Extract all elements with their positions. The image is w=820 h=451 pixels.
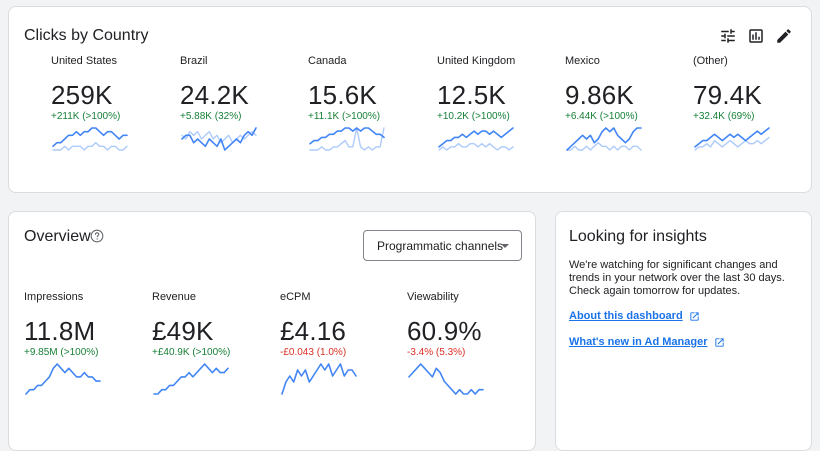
sparkline-current-period xyxy=(25,363,101,395)
whats-new-link[interactable]: What's new in Ad Manager xyxy=(569,336,725,348)
whats-new-link-label: What's new in Ad Manager xyxy=(569,336,708,348)
metric-sparkline xyxy=(153,363,229,395)
metric-value: 60.9% xyxy=(407,316,482,346)
bar-chart-icon[interactable] xyxy=(747,27,765,45)
metric-delta: -£0.043 (1.0%) xyxy=(280,347,347,358)
overview-metric[interactable]: Revenue £49K +£40.9K (>100%) xyxy=(152,291,264,396)
country-label: (Other) xyxy=(693,55,728,67)
country-delta: +6.44K (>100%) xyxy=(565,111,638,122)
sparkline-previous-period xyxy=(694,136,770,151)
insights-card: Looking for insights We're watching for … xyxy=(555,211,812,451)
metric-delta: -3.4% (5.3%) xyxy=(407,347,466,358)
sparkline-current-period xyxy=(566,127,642,151)
country-label: Mexico xyxy=(565,55,600,67)
country-metric[interactable]: Canada 15.6K +11.1K (>100%) xyxy=(308,55,420,152)
channel-dropdown-label: Programmatic channels xyxy=(377,238,504,253)
metric-value: £49K xyxy=(152,316,214,346)
sparkline-current-period xyxy=(309,127,385,145)
country-value: 79.4K xyxy=(693,80,762,110)
sparkline-current-period xyxy=(694,127,770,148)
country-value: 24.2K xyxy=(180,80,249,110)
sparkline-current-period xyxy=(52,127,128,148)
sparkline-current-period xyxy=(153,363,229,395)
overview-metric[interactable]: Impressions 11.8M +9.85M (>100%) xyxy=(24,291,136,396)
sparkline-previous-period xyxy=(438,143,514,151)
sparkline-current-period xyxy=(281,363,357,395)
country-label: United Kingdom xyxy=(437,55,516,67)
sparkline-current-period xyxy=(181,127,257,151)
country-delta: +10.2K (>100%) xyxy=(437,111,510,122)
overview-metric[interactable]: eCPM £4.16 -£0.043 (1.0%) xyxy=(280,291,392,396)
about-dashboard-link-label: About this dashboard xyxy=(569,310,683,322)
country-label: Canada xyxy=(308,55,347,67)
clicks-card-title: Clicks by Country xyxy=(24,27,149,44)
clicks-toolbar xyxy=(719,27,793,45)
sparkline-previous-period xyxy=(309,127,385,151)
metric-sparkline xyxy=(25,363,101,395)
country-value: 15.6K xyxy=(308,80,377,110)
metric-sparkline xyxy=(281,363,357,395)
sparkline-current-period xyxy=(438,127,514,148)
metric-label: Viewability xyxy=(407,291,459,303)
country-sparkline xyxy=(438,127,514,151)
country-sparkline xyxy=(694,127,770,151)
country-metric[interactable]: Mexico 9.86K +6.44K (>100%) xyxy=(565,55,677,152)
country-value: 259K xyxy=(51,80,113,110)
channel-dropdown[interactable]: Programmatic channels xyxy=(363,230,522,261)
metric-delta: +£40.9K (>100%) xyxy=(152,347,231,358)
country-label: Brazil xyxy=(180,55,208,67)
clicks-by-country-card: Clicks by Country United States 259K +21… xyxy=(8,6,812,193)
metric-sparkline xyxy=(408,363,484,395)
country-metric[interactable]: (Other) 79.4K +32.4K (69%) xyxy=(693,55,805,152)
country-delta: +32.4K (69%) xyxy=(693,111,755,122)
edit-icon[interactable] xyxy=(775,27,793,45)
metric-label: eCPM xyxy=(280,291,311,303)
country-metric[interactable]: Brazil 24.2K +5.88K (32%) xyxy=(180,55,292,152)
overview-card: Overview Programmatic channels Impressio… xyxy=(8,211,536,451)
tune-icon[interactable] xyxy=(719,27,737,45)
country-value: 12.5K xyxy=(437,80,506,110)
about-dashboard-link[interactable]: About this dashboard xyxy=(569,310,700,322)
overview-metric[interactable]: Viewability 60.9% -3.4% (5.3%) xyxy=(407,291,519,396)
sparkline-current-period xyxy=(408,363,484,395)
metric-value: £4.16 xyxy=(280,316,347,346)
country-metric[interactable]: United Kingdom 12.5K +10.2K (>100%) xyxy=(437,55,517,152)
country-label: United States xyxy=(51,55,118,67)
metric-label: Impressions xyxy=(24,291,84,303)
external-link-icon xyxy=(714,337,724,347)
external-link-icon xyxy=(690,311,699,321)
metric-label: Revenue xyxy=(152,291,197,303)
help-icon[interactable] xyxy=(90,229,104,243)
country-sparkline xyxy=(181,127,257,151)
caret-down-icon xyxy=(501,244,509,248)
country-metric[interactable]: United States 259K +211K (>100%) xyxy=(51,55,163,152)
insights-title: Looking for insights xyxy=(569,228,707,245)
sparkline-previous-period xyxy=(181,131,257,144)
country-delta: +11.1K (>100%) xyxy=(308,111,381,122)
overview-title: Overview xyxy=(24,228,91,245)
insights-body: We're watching for significant changes a… xyxy=(569,259,785,297)
country-sparkline xyxy=(52,127,128,151)
sparkline-previous-period xyxy=(52,142,128,151)
country-delta: +5.88K (32%) xyxy=(180,111,242,122)
country-sparkline xyxy=(309,127,385,151)
country-delta: +211K (>100%) xyxy=(51,111,121,122)
country-value: 9.86K xyxy=(565,80,634,110)
metric-delta: +9.85M (>100%) xyxy=(24,347,99,358)
country-sparkline xyxy=(566,127,642,151)
metric-value: 11.8M xyxy=(24,316,96,346)
sparkline-previous-period xyxy=(566,142,642,151)
